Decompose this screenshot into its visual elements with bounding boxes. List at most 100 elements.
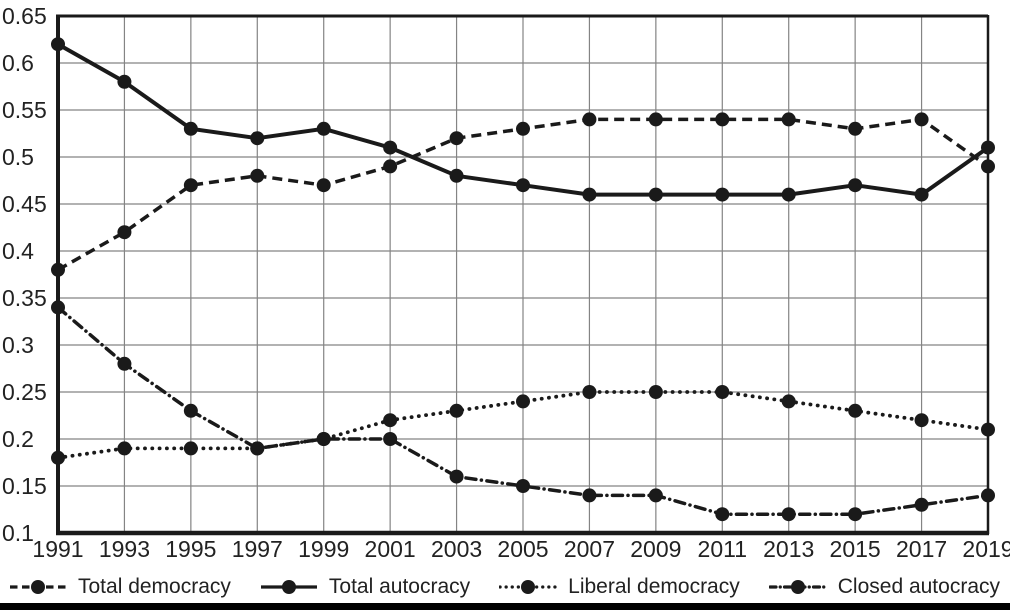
data-point-closed-autocracy-2013 [781,507,796,522]
data-point-closed-autocracy-1993 [117,356,132,371]
data-point-closed-autocracy-2011 [715,507,730,522]
y-tick-label: 0.45 [2,191,47,217]
y-tick-label: 0.3 [2,332,34,358]
data-point-total-autocracy-2017 [914,187,929,202]
data-point-total-democracy-1997 [250,168,265,183]
data-point-closed-autocracy-1995 [183,403,198,418]
data-point-liberal-democracy-2017 [914,413,929,428]
data-point-total-autocracy-2001 [383,140,398,155]
x-axis-labels: 1991 1993 1995 1997 1999 2001 2003 2005 2007 2009… [32,536,1010,562]
data-point-total-autocracy-1993 [117,74,132,89]
series-line-liberal-democracy [56,390,990,460]
data-point-liberal-democracy-2019 [981,422,995,437]
y-tick-label: 0.15 [2,473,47,499]
data-point-closed-autocracy-2019 [981,488,995,503]
data-point-closed-autocracy-2005 [516,479,530,493]
data-point-liberal-democracy-1995 [183,441,198,456]
chart-canvas: 1991 1993 1995 1997 1999 2001 2003 2005 2007 2009… [2,3,1010,562]
data-point-total-autocracy-2015 [848,178,863,193]
data-point-total-democracy-2011 [715,112,730,127]
data-point-total-autocracy-1995 [183,121,198,136]
x-tick-label: 2005 [497,536,548,562]
x-tick-label: 2011 [698,536,747,562]
data-point-liberal-democracy-2007 [582,385,597,399]
legend-dot [31,580,45,594]
series-total-autocracy [51,37,995,202]
chart-legend: Total democracy Total autocracy Liberal … [9,574,1000,600]
series-closed-autocracy [51,300,995,522]
data-point-liberal-democracy-2015 [848,403,863,418]
data-point-total-democracy-1993 [117,225,132,240]
x-tick-label: 2013 [763,536,814,562]
legend-dot [281,580,296,594]
data-point-total-autocracy-2013 [781,187,796,202]
x-tick-label: 2017 [896,536,947,562]
data-point-total-autocracy-1991 [51,37,65,52]
data-point-total-autocracy-2011 [715,187,730,202]
y-tick-label: 0.55 [2,97,47,123]
y-tick-label: 0.65 [2,3,47,29]
data-point-total-democracy-1999 [316,178,331,193]
y-tick-label: 0.2 [2,426,34,452]
data-point-closed-autocracy-2007 [582,488,597,503]
x-tick-label: 1999 [298,536,349,562]
y-tick-label: 0.5 [2,144,34,170]
series-total-democracy [51,112,995,277]
data-point-total-autocracy-2007 [582,187,597,202]
x-tick-label: 1997 [232,536,283,562]
y-tick-label: 0.6 [2,50,34,76]
dashed-line-marker-icon [10,580,66,594]
dotted-line-marker-icon [499,580,558,594]
data-point-liberal-democracy-2001 [383,413,398,428]
legend-label-liberal-democracy: Liberal democracy [568,575,740,598]
legend-item-liberal-democracy: Liberal democracy [499,575,740,599]
dashdot-line-marker-icon [768,580,827,594]
gridlines [58,16,988,533]
x-tick-label: 2001 [365,536,416,562]
data-point-total-democracy-2007 [582,112,597,127]
data-point-closed-autocracy-1999 [316,432,331,446]
data-point-liberal-democracy-1993 [117,441,132,456]
legend-dot [790,580,805,594]
data-point-total-democracy-2015 [848,121,863,136]
plot-border [56,14,990,536]
legend-label-closed-autocracy: Closed autocracy [837,575,1000,598]
data-point-closed-autocracy-2015 [848,507,863,522]
data-point-liberal-democracy-2003 [449,403,464,418]
data-point-closed-autocracy-2001 [383,432,398,446]
legend-item-total-democracy: Total democracy [9,575,231,599]
data-point-closed-autocracy-2009 [648,488,663,503]
x-tick-label: 1995 [165,536,216,562]
data-point-total-democracy-1991 [51,262,65,277]
data-point-total-democracy-2005 [516,121,530,136]
x-tick-label: 2015 [830,536,881,562]
data-point-total-autocracy-1997 [250,131,265,146]
x-tick-label: 1991 [32,536,83,562]
data-point-total-democracy-2009 [648,112,663,127]
data-point-total-democracy-2013 [781,112,796,127]
data-point-total-democracy-2003 [449,131,464,146]
data-point-closed-autocracy-2017 [914,497,929,512]
x-tick-label: 2003 [431,536,482,562]
y-axis-labels: 0.65 0.6 0.55 0.5 0.45 0.4 0.35 0.3 0.25 0.2 0.15 0… [2,3,47,546]
data-point-total-democracy-2017 [914,112,929,127]
legend-dot [521,580,536,594]
bottom-bar [0,603,1010,610]
x-tick-label: 2009 [630,536,681,562]
legend-label-total-autocracy: Total autocracy [328,575,471,598]
data-point-closed-autocracy-2003 [449,469,464,484]
solid-line-marker-icon [260,580,317,594]
data-point-total-autocracy-2019 [981,140,995,155]
data-point-closed-autocracy-1997 [250,441,265,456]
y-tick-label: 0.4 [2,238,34,264]
data-point-total-democracy-1995 [183,178,198,193]
data-point-closed-autocracy-1991 [51,300,65,315]
data-point-liberal-democracy-2009 [648,385,663,399]
data-point-total-autocracy-1999 [316,121,331,136]
data-point-liberal-democracy-2013 [781,394,796,409]
x-tick-label: 1993 [99,536,150,562]
legend-item-total-autocracy: Total autocracy [260,575,470,599]
y-tick-label: 0.25 [2,379,47,405]
data-point-total-autocracy-2003 [449,168,464,183]
